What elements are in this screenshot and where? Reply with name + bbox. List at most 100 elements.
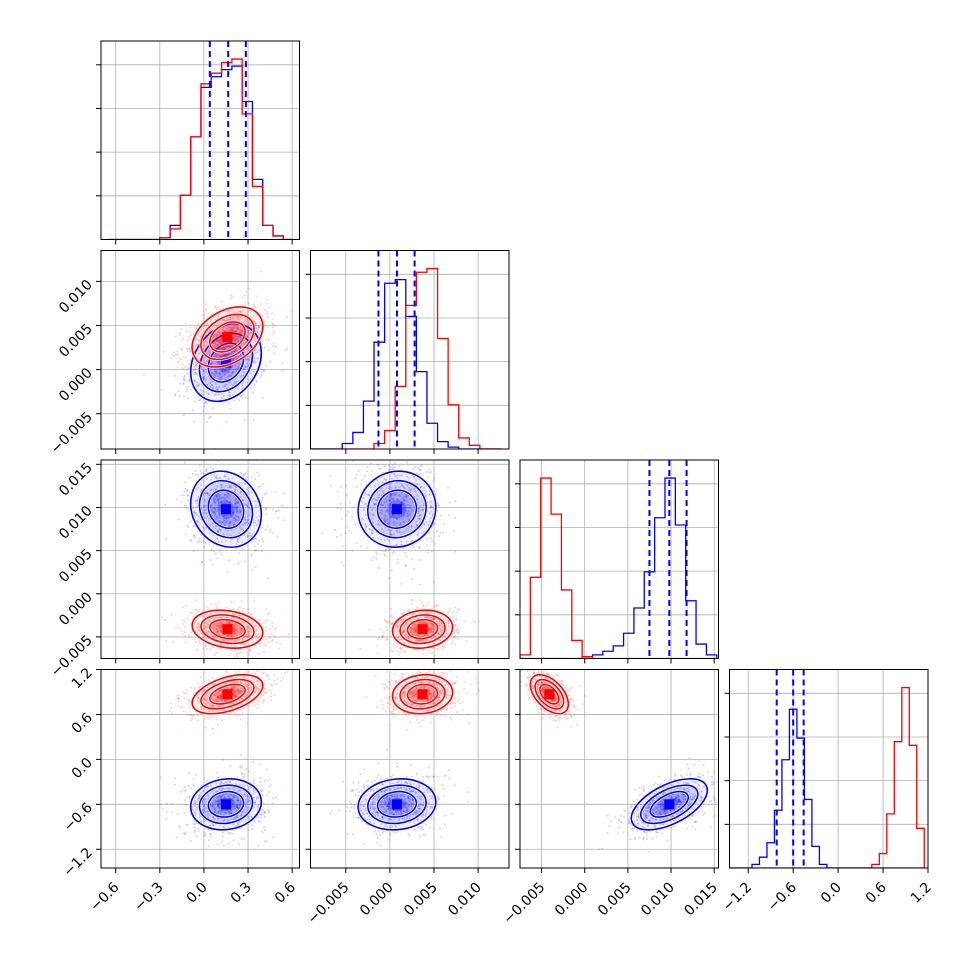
sample-point [181, 630, 183, 632]
sample-point [245, 291, 247, 293]
sample-point [221, 554, 223, 556]
sample-point [472, 619, 474, 621]
sample-point [350, 532, 352, 534]
sample-point [426, 545, 428, 547]
sample-point [376, 644, 378, 646]
sample-point [270, 633, 272, 635]
sample-point [262, 314, 264, 316]
sample-point [436, 488, 438, 490]
sample-point [352, 550, 354, 552]
sample-point [388, 577, 390, 579]
sample-point [249, 355, 251, 357]
y-tick-label: 0.010 [56, 503, 96, 543]
density-peak [392, 504, 402, 514]
sample-point [392, 456, 394, 458]
sample-point [188, 348, 190, 350]
sample-point [272, 323, 274, 325]
sample-point [248, 829, 250, 831]
sample-point [397, 650, 399, 652]
sample-point [188, 636, 190, 638]
sample-point [230, 832, 232, 834]
sample-point [162, 808, 164, 810]
sample-point [264, 347, 266, 349]
sample-point [371, 559, 373, 561]
sample-point [204, 402, 206, 404]
sample-point [196, 611, 198, 613]
sample-point [187, 824, 189, 826]
sample-point [170, 357, 172, 359]
sample-point [242, 548, 244, 550]
sample-point [204, 542, 206, 544]
sample-point [253, 600, 255, 602]
sample-point [201, 314, 203, 316]
sample-point [269, 778, 271, 780]
sample-point [434, 607, 436, 609]
sample-point [203, 540, 205, 542]
sample-point [190, 389, 192, 391]
sample-point [171, 812, 173, 814]
sample-point [194, 823, 196, 825]
sample-point [197, 474, 199, 476]
sample-point [347, 526, 349, 528]
sample-point [180, 328, 182, 330]
sample-point [419, 473, 421, 475]
sample-point [399, 608, 401, 610]
sample-point [187, 785, 189, 787]
sample-point [286, 316, 288, 318]
sample-point [248, 302, 250, 304]
sample-point [272, 802, 274, 804]
sample-point [165, 538, 167, 540]
sample-point [228, 403, 230, 405]
sample-point [267, 641, 269, 643]
sample-point [252, 761, 254, 763]
sample-point [194, 381, 196, 383]
sample-point [385, 626, 387, 628]
sample-point [186, 494, 188, 496]
sample-point [217, 307, 219, 309]
sample-point [260, 545, 262, 547]
sample-point [216, 652, 218, 654]
sample-point [267, 577, 269, 579]
sample-point [354, 477, 356, 479]
sample-point [380, 468, 382, 470]
sample-point [388, 622, 390, 624]
sample-point [203, 405, 205, 407]
sample-point [254, 608, 256, 610]
sample-point [266, 313, 268, 315]
sample-point [418, 547, 420, 549]
sample-point [198, 324, 200, 326]
sample-point [187, 339, 189, 341]
sample-point [193, 550, 195, 552]
sample-point [230, 294, 232, 296]
sample-point [412, 599, 414, 601]
sample-point [455, 618, 457, 620]
sample-point [449, 502, 451, 504]
sample-point [427, 652, 429, 654]
sample-point [397, 660, 399, 662]
sample-point [189, 360, 191, 362]
sample-point [184, 786, 186, 788]
sample-point [454, 517, 456, 519]
sample-point [359, 648, 361, 650]
sample-point [191, 386, 193, 388]
sample-point [216, 309, 218, 311]
sample-point [428, 469, 430, 471]
sample-point [239, 607, 241, 609]
sample-point [340, 503, 342, 505]
sample-point [241, 765, 243, 767]
sample-point [265, 364, 267, 366]
sample-point [265, 840, 267, 842]
sample-point [238, 843, 240, 845]
sample-point [183, 491, 185, 493]
sample-point [263, 369, 265, 371]
sample-point [210, 371, 212, 373]
sample-point [238, 652, 240, 654]
sample-point [244, 560, 246, 562]
sample-point [189, 326, 191, 328]
sample-point [259, 344, 261, 346]
sample-point [272, 797, 274, 799]
sample-point [238, 399, 240, 401]
sample-point [375, 558, 377, 560]
